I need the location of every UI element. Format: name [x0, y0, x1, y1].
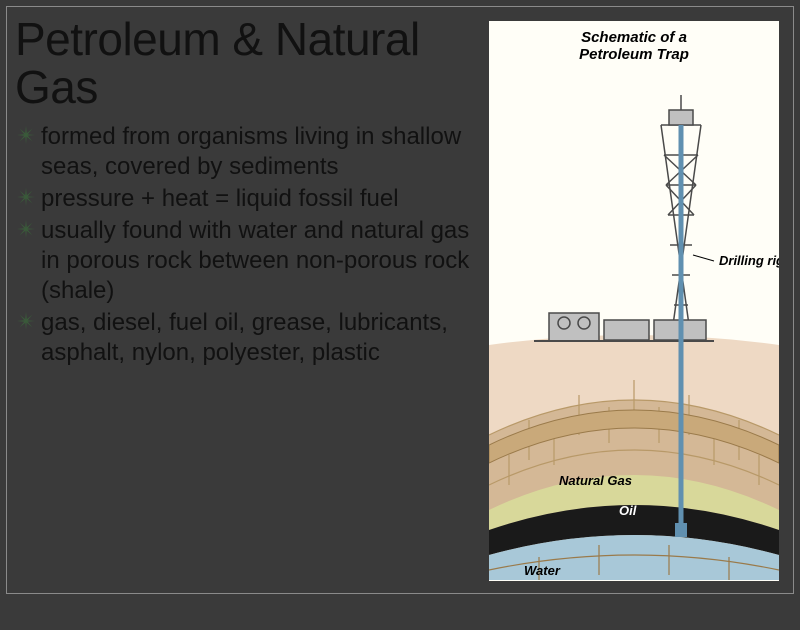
list-item: pressure + heat = liquid fossil fuel — [15, 184, 493, 214]
diagram-title-line1: Schematic of a — [581, 29, 687, 46]
label-leader — [693, 255, 714, 261]
starburst-icon — [17, 126, 35, 144]
slide-title: Petroleum & Natural Gas — [15, 15, 493, 112]
list-item: usually found with water and natural gas… — [15, 216, 493, 306]
diagram-title: Schematic of a Petroleum Trap — [489, 21, 779, 65]
oil-label: Oil — [619, 503, 637, 518]
starburst-icon — [17, 220, 35, 238]
starburst-icon — [17, 312, 35, 330]
left-column: Petroleum & Natural Gas formed from orga… — [15, 7, 493, 370]
water-label: Water — [524, 563, 561, 578]
list-item: formed from organisms living in shallow … — [15, 122, 493, 182]
natural-gas-label: Natural Gas — [559, 473, 632, 488]
slide-frame: Petroleum & Natural Gas formed from orga… — [6, 6, 794, 594]
list-item: gas, diesel, fuel oil, grease, lubricant… — [15, 308, 493, 368]
bullet-text: formed from organisms living in shallow … — [41, 123, 461, 180]
bullet-text: pressure + heat = liquid fossil fuel — [41, 185, 399, 212]
diagram-panel: Schematic of a Petroleum Trap — [489, 21, 779, 581]
drilling-rig — [534, 95, 714, 341]
bullet-list: formed from organisms living in shallow … — [15, 122, 493, 368]
drill-bit — [675, 523, 687, 537]
diagram-title-line2: Petroleum Trap — [579, 46, 689, 63]
drilling-rig-label: Drilling rig — [719, 253, 779, 268]
petroleum-trap-diagram: Drilling rig Natural Gas Oil Water — [489, 65, 779, 625]
starburst-icon — [17, 188, 35, 206]
bullet-text: gas, diesel, fuel oil, grease, lubricant… — [41, 309, 448, 366]
bullet-text: usually found with water and natural gas… — [41, 217, 469, 304]
